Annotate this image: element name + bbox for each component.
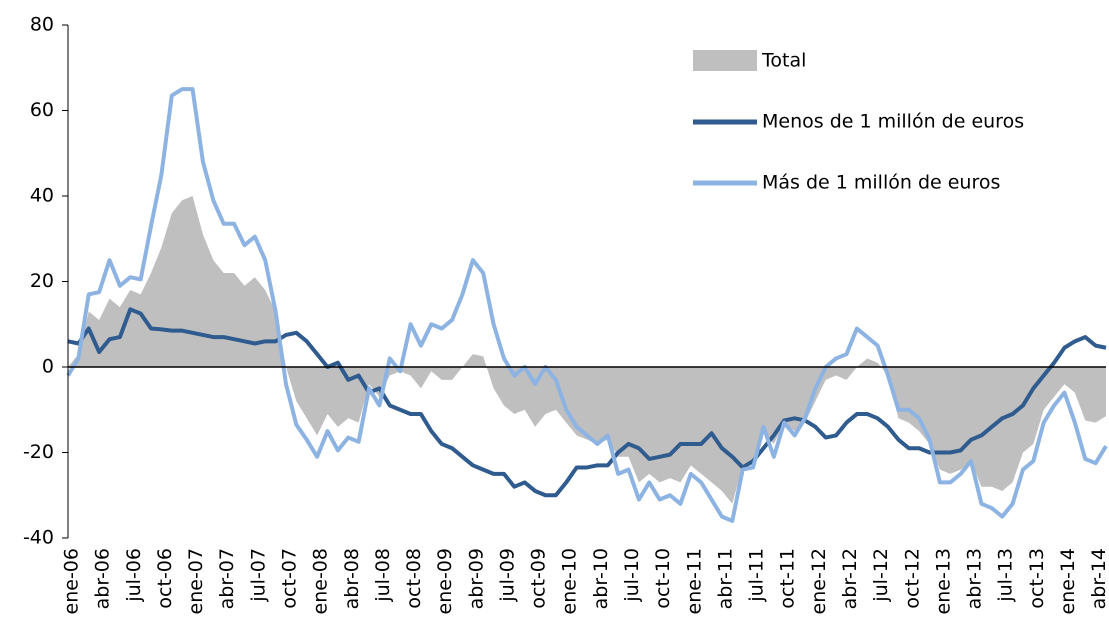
x-tick-label: jul-10 — [621, 548, 643, 603]
x-tick-label: oct-09 — [528, 548, 550, 609]
y-tick-label: 80 — [30, 14, 54, 36]
x-tick-label: abr-06 — [92, 548, 114, 609]
x-tick-label: ene-07 — [185, 548, 207, 614]
y-tick-label: 60 — [30, 99, 54, 121]
x-tick-label: abr-12 — [839, 548, 861, 609]
x-tick-label: abr-14 — [1088, 548, 1109, 609]
plot: -40 -20 0 20 40 60 80 ene-06 abr-06 jul-06 oct-06 e… — [23, 14, 1109, 615]
x-tick-label: ene-13 — [932, 548, 954, 614]
x-tick-label: oct-10 — [652, 548, 674, 609]
x-tick-label: jul-12 — [870, 548, 892, 603]
legend-label: Más de 1 millón de euros — [762, 172, 1000, 194]
x-tick-label: oct-07 — [278, 548, 300, 609]
x-tick-label: ene-14 — [1057, 548, 1079, 614]
x-tick-label: jul-06 — [123, 548, 145, 603]
x-tick-label: abr-09 — [465, 548, 487, 609]
x-tick-label: oct-13 — [1026, 548, 1048, 609]
x-tick-label: oct-11 — [777, 548, 799, 609]
y-tick-label: 0 — [42, 356, 54, 378]
legend-label: Total — [761, 50, 806, 72]
x-tick-label: abr-10 — [590, 548, 612, 609]
line — [66, 87, 1108, 523]
x-tick-label: jul-08 — [372, 548, 394, 603]
x-tick-label: ene-11 — [683, 548, 705, 614]
x-tick-label: abr-13 — [964, 548, 986, 609]
x-tick-label: jul-13 — [995, 548, 1017, 603]
y-tick-label: -40 — [23, 527, 54, 549]
x-tick-label: oct-12 — [901, 548, 923, 609]
area — [68, 196, 1106, 504]
y-tick-label: 40 — [30, 185, 54, 207]
x-tick-label: abr-11 — [714, 548, 736, 609]
x-tick-label: abr-08 — [341, 548, 363, 609]
legend-swatch-total — [693, 50, 757, 71]
x-tick-label: jul-07 — [247, 548, 269, 603]
legend-label: Menos de 1 millón de euros — [762, 111, 1024, 133]
x-tick-label: ene-10 — [559, 548, 581, 614]
x-tick-label: ene-06 — [61, 548, 83, 614]
y-tick-label: 20 — [30, 270, 54, 292]
x-tick-label: abr-07 — [216, 548, 238, 609]
x-tick-label: oct-08 — [403, 548, 425, 609]
x-tick-label: jul-11 — [746, 548, 768, 603]
x-tick-label: ene-08 — [310, 548, 332, 614]
x-tick-label: oct-06 — [154, 548, 176, 609]
x-tick-label: ene-12 — [808, 548, 830, 614]
y-tick-label: -20 — [23, 441, 54, 463]
x-tick-label: ene-09 — [434, 548, 456, 614]
x-tick-label: jul-09 — [496, 548, 518, 603]
